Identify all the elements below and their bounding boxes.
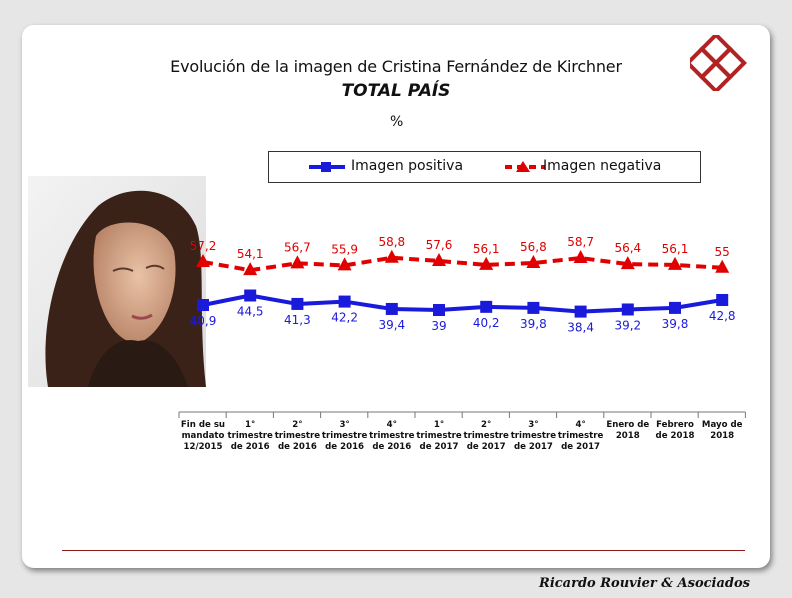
data-label-positive: 39	[431, 319, 446, 333]
data-label-positive: 40,2	[473, 316, 500, 330]
point-negative	[337, 257, 352, 271]
x-tick-label: Febrero de 2018	[655, 420, 695, 441]
chart-title: Evolución de la imagen de Cristina Ferná…	[170, 57, 622, 76]
unit-label: %	[390, 114, 404, 130]
data-label-negative: 56,4	[614, 241, 641, 255]
point-positive	[244, 289, 257, 302]
data-label-positive: 42,8	[709, 309, 736, 323]
data-label-positive: 39,8	[520, 317, 547, 331]
point-positive	[385, 302, 398, 315]
point-positive	[527, 301, 540, 314]
data-label-negative: 58,7	[567, 235, 594, 249]
point-negative	[432, 252, 446, 266]
point-negative	[479, 256, 494, 270]
interlocking-squares-logo-icon	[690, 35, 747, 91]
x-tick-label: 2° trimestre de 2016	[274, 420, 321, 452]
point-positive	[338, 295, 351, 308]
data-label-positive: 40,9	[190, 314, 217, 328]
data-label-positive: 38,4	[567, 321, 594, 335]
data-label-negative: 56,7	[284, 240, 311, 254]
data-label-negative: 57,6	[426, 238, 453, 252]
data-label-positive: 44,5	[237, 305, 264, 319]
x-tick-label: 4° trimestre de 2017	[557, 420, 604, 452]
point-negative	[620, 256, 635, 270]
data-label-negative: 56,8	[520, 240, 547, 254]
chart-subtitle: TOTAL PAÍS	[341, 81, 451, 101]
point-negative	[668, 256, 682, 270]
legend-label-negative: Imagen negativa	[543, 158, 662, 174]
point-negative	[573, 250, 588, 264]
series-line-negative	[202, 255, 723, 273]
series-line-positive	[202, 293, 723, 314]
point-positive	[669, 301, 681, 314]
footer-divider	[62, 550, 745, 551]
point-negative	[715, 259, 730, 273]
data-label-negative: 55	[715, 245, 730, 259]
legend-swatch-negative	[505, 161, 545, 172]
x-tick-label: Mayo de 2018	[701, 420, 743, 441]
x-tick-label: 4° trimestre de 2016	[369, 420, 415, 452]
x-tick-label: 3° trimestre de 2017	[510, 420, 557, 452]
point-negative	[384, 249, 399, 263]
chart-legend: Imagen positiva Imagen negativa	[268, 151, 701, 183]
data-label-negative: 56,1	[473, 242, 500, 256]
data-label-positive: 41,3	[284, 313, 311, 327]
point-positive	[197, 299, 209, 311]
point-negative	[290, 255, 305, 269]
point-positive	[574, 305, 587, 318]
data-label-negative: 55,9	[331, 242, 358, 256]
point-positive	[433, 304, 445, 317]
point-positive	[621, 303, 634, 316]
point-negative	[526, 255, 541, 269]
legend-swatch-positive	[309, 162, 345, 172]
x-tick-label: Enero de 2018	[606, 420, 650, 441]
data-label-positive: 39,8	[662, 317, 689, 331]
point-positive	[480, 300, 493, 313]
data-label-negative: 56,1	[662, 242, 689, 256]
point-negative	[243, 262, 258, 276]
x-tick-label: 1° trimestre de 2017	[416, 420, 462, 452]
portrait-image	[28, 176, 206, 387]
x-tick-label: 1° trimestre de 2016	[227, 420, 273, 452]
legend-label-positive: Imagen positiva	[351, 158, 464, 174]
point-positive	[716, 293, 729, 306]
data-label-positive: 42,2	[331, 311, 358, 325]
x-tick-label: 2° trimestre de 2017	[463, 420, 509, 452]
point-negative	[196, 254, 210, 267]
data-label-positive: 39,2	[614, 318, 641, 332]
data-label-positive: 39,4	[378, 318, 405, 332]
point-positive	[291, 297, 304, 310]
x-tick-label: Fin de su mandato 12/2015	[180, 420, 226, 452]
data-label-negative: 57,2	[190, 239, 217, 253]
x-tick-label: 3° trimestre de 2016	[321, 420, 368, 452]
footer-credit: Ricardo Rouvier & Asociados	[539, 576, 750, 591]
data-label-negative: 54,1	[237, 247, 264, 261]
data-label-negative: 58,8	[378, 235, 405, 249]
